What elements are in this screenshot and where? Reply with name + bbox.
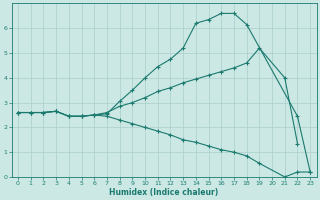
X-axis label: Humidex (Indice chaleur): Humidex (Indice chaleur): [109, 188, 219, 197]
